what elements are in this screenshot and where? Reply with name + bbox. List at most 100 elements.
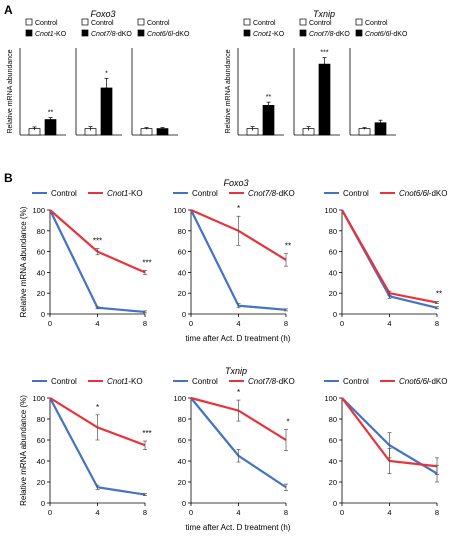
significance-mark: ** [266,94,272,101]
y-tick-label: 60 [37,248,45,257]
y-tick-label: 40 [178,457,186,466]
legend-label-mutant: Cnot7/8-dKO [91,31,132,38]
legend-label-control: Control [253,20,276,27]
y-tick-label: 80 [37,227,45,236]
x-tick-label: 8 [143,508,147,517]
x-tick-label: 4 [236,508,240,517]
x-tick-label: 4 [95,508,99,517]
y-tick-label: 20 [329,478,337,487]
y-tick-label: 60 [37,436,45,445]
legend-swatch-mutant [25,29,33,37]
bar-mutant [44,119,57,136]
legend-swatch-mutant [355,29,363,37]
x-tick-label: 0 [340,319,344,328]
legend-label-mutant: Cnot6/6l-dKO [399,189,447,198]
y-tick-label: 60 [178,248,186,257]
y-tick-label: 0 [41,310,45,319]
y-tick-label: 0 [333,310,337,319]
legend-label-mutant: Cnot1-KO [253,31,285,38]
legend-label-control: Control [343,377,369,386]
legend-label-control: Control [51,377,77,386]
series-line-mutant [341,209,438,304]
x-tick-label: 0 [189,319,193,328]
y-axis-title: Relative mRNA abundance [7,49,14,133]
y-tick-label: 100 [173,394,186,403]
significance-mark: * [237,388,240,397]
x-tick-label: 0 [48,319,52,328]
x-tick-label: 0 [48,508,52,517]
y-tick-label: 0 [182,310,186,319]
significance-mark: *** [142,429,151,438]
legend-swatch-control [25,18,33,26]
x-tick-label: 8 [435,319,439,328]
x-tick-label: 4 [387,508,391,517]
y-tick-label: 100 [324,394,337,403]
significance-mark: ** [436,290,442,299]
x-tick-label: 4 [95,319,99,328]
legend-label-control: Control [309,20,332,27]
y-tick-label: 60 [178,436,186,445]
legend-label-mutant: Cnot7/8-dKO [248,377,295,386]
y-tick-label: 60 [329,436,337,445]
y-tick-label: 100 [173,206,186,215]
significance-mark: * [237,204,240,213]
y-axis-title: Relative mRNA abundance [225,49,232,133]
y-tick-label: 20 [178,478,186,487]
y-tick-label: 100 [32,206,45,215]
x-axis-title-row2: time after Act. D treatment (h) [186,523,291,532]
y-tick-label: 40 [329,457,337,466]
significance-mark: * [96,403,99,412]
significance-mark: *** [93,236,102,245]
y-tick-label: 80 [329,415,337,424]
y-tick-label: 100 [32,394,45,403]
legend-swatch-control [81,18,89,26]
y-tick-label: 80 [178,415,186,424]
y-tick-label: 80 [178,227,186,236]
significance-mark: ** [48,110,54,117]
legend-label-control: Control [343,189,369,198]
y-tick-label: 0 [41,499,45,508]
legend-swatch-control [299,18,307,26]
y-tick-label: 20 [37,289,45,298]
legend-label-mutant: Cnot1-KO [107,377,143,386]
bar-mutant [318,63,331,136]
legend-swatch-mutant [299,29,307,37]
legend-swatch-mutant [137,29,145,37]
series-line-control [49,397,146,496]
legend-label-control: Control [51,189,77,198]
x-tick-label: 8 [284,319,288,328]
x-tick-label: 0 [340,508,344,517]
y-tick-label: 40 [178,268,186,277]
bar-mutant [262,105,275,136]
significance-mark: ** [285,242,291,251]
gene-title-txnip-b: Txnip [225,366,247,376]
y-tick-label: 20 [178,289,186,298]
legend-label-mutant: Cnot6/6l-dKO [399,377,447,386]
legend-label-control: Control [192,189,218,198]
legend-label-mutant: Cnot6/6l-dKO [147,31,190,38]
y-tick-label: 20 [329,289,337,298]
legend-label-mutant: Cnot1-KO [107,189,143,198]
panel-label-b: B [4,171,13,185]
series-line-control [49,209,146,314]
legend-label-control: Control [192,377,218,386]
y-tick-label: 0 [333,499,337,508]
legend-swatch-control [137,18,145,26]
gene-title-foxo3-b: Foxo3 [223,178,248,188]
legend-label-control: Control [147,20,170,27]
legend-label-mutant: Cnot1-KO [35,31,67,38]
significance-mark: * [286,418,289,427]
y-axis-title: Relative mRNA abundance (%) [19,206,28,317]
y-tick-label: 0 [182,499,186,508]
y-tick-label: 40 [37,268,45,277]
x-axis-title-row1: time after Act. D treatment (h) [186,334,291,343]
y-tick-label: 40 [37,457,45,466]
y-tick-label: 80 [37,415,45,424]
significance-mark: * [105,70,108,77]
legend-label-control: Control [35,20,58,27]
legend-swatch-control [243,18,251,26]
legend-swatch-mutant [243,29,251,37]
y-axis-title: Relative mRNA abundance (%) [19,395,28,506]
x-tick-label: 4 [387,319,391,328]
